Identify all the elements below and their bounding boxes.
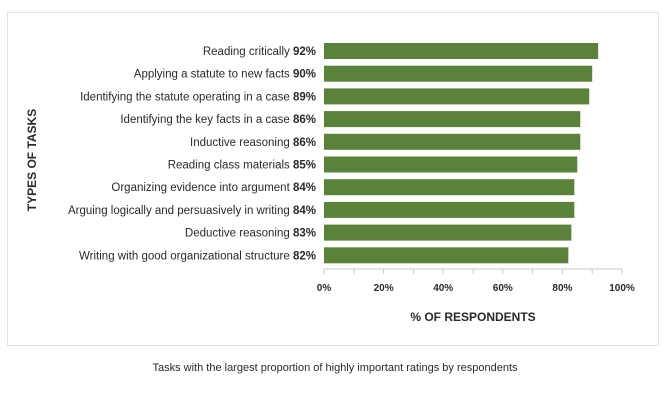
category-label: Inductive reasoning 86% xyxy=(190,137,316,149)
category-name: Reading critically xyxy=(203,46,293,58)
category-name: Applying a statute to new facts xyxy=(134,69,293,81)
value-label: 85% xyxy=(293,160,316,172)
category-label: Reading critically 92% xyxy=(203,46,316,58)
bar xyxy=(324,156,578,173)
bar xyxy=(324,88,590,105)
bar xyxy=(324,43,599,59)
bar xyxy=(324,111,581,128)
x-tick-label: 20% xyxy=(374,283,394,294)
category-label: Identifying the key facts in a case 86% xyxy=(120,114,316,126)
category-label: Applying a statute to new facts 90% xyxy=(134,69,316,81)
category-label: Arguing logically and persuasively in wr… xyxy=(68,205,316,217)
x-axis-title: % OF RESPONDENTS xyxy=(410,310,535,324)
category-name: Deductive reasoning xyxy=(185,228,293,240)
value-label: 84% xyxy=(293,182,316,194)
category-labels-group: Reading critically 92%Applying a statute… xyxy=(68,46,316,262)
value-label: 92% xyxy=(293,46,316,58)
category-label: Deductive reasoning 83% xyxy=(185,228,316,240)
x-tick-label: 60% xyxy=(493,283,513,294)
category-label: Organizing evidence into argument 84% xyxy=(111,182,316,194)
category-label: Writing with good organizational structu… xyxy=(79,250,316,262)
chart-caption: Tasks with the largest proportion of hig… xyxy=(152,362,518,374)
category-label: Identifying the statute operating in a c… xyxy=(80,91,316,103)
value-label: 86% xyxy=(293,137,316,149)
x-tick-label: 40% xyxy=(433,283,453,294)
value-label: 86% xyxy=(293,114,316,126)
x-tick-label: 80% xyxy=(552,283,572,294)
value-label: 84% xyxy=(293,205,316,217)
value-label: 83% xyxy=(293,228,316,240)
y-axis-title: TYPES OF TASKS xyxy=(25,109,39,211)
category-name: Reading class materials xyxy=(168,160,293,172)
category-name: Inductive reasoning xyxy=(190,137,293,149)
x-tick-label: 0% xyxy=(317,283,332,294)
bars-group xyxy=(324,43,599,264)
category-name: Identifying the statute operating in a c… xyxy=(80,91,293,103)
chart-frame: Reading critically 92% Applying a statute… xyxy=(7,12,659,346)
category-label: Reading class materials 85% xyxy=(168,160,316,172)
category-name: Writing with good organizational structu… xyxy=(79,250,293,262)
bar xyxy=(324,201,575,218)
bar xyxy=(324,247,569,264)
bar xyxy=(324,65,593,82)
x-tick-label: 100% xyxy=(609,283,635,294)
x-ticks-group: 0% 20% 40% 60% 80% 100% xyxy=(317,269,635,294)
bar xyxy=(324,133,581,150)
value-label: 89% xyxy=(293,91,316,103)
value-label: 82% xyxy=(293,250,316,262)
category-name: Organizing evidence into argument xyxy=(111,182,293,194)
category-name: Identifying the key facts in a case xyxy=(120,114,293,126)
bar xyxy=(324,179,575,196)
category-name: Arguing logically and persuasively in wr… xyxy=(68,205,293,217)
bar xyxy=(324,224,572,241)
bar-chart: Reading critically 92%Applying a statute… xyxy=(25,43,635,324)
value-label: 90% xyxy=(293,69,316,81)
